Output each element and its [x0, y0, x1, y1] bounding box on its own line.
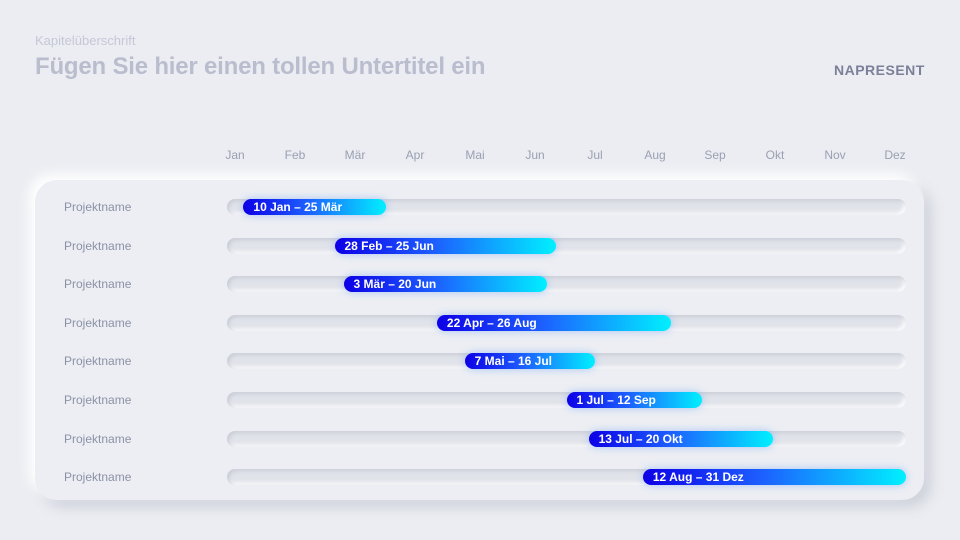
project-bar[interactable]: 12 Aug – 31 Dez	[642, 469, 906, 486]
timeline-track	[227, 237, 906, 254]
timeline-track	[227, 430, 906, 447]
project-bar[interactable]: 7 Mai – 16 Jul	[464, 353, 595, 370]
chapter-heading: Kapitelüberschrift	[35, 33, 136, 48]
month-label: Jan	[225, 148, 245, 162]
month-label: Mai	[465, 148, 485, 162]
month-label: Okt	[765, 148, 785, 162]
month-axis: Jan Feb Mär Apr Mai Jun Jul Aug Sep Okt Nov Dez	[0, 148, 960, 164]
project-name-label: Projektname	[64, 238, 132, 253]
timeline-track	[227, 199, 906, 215]
month-label: Sep	[704, 148, 726, 162]
project-name-label: Projektname	[64, 470, 132, 485]
month-label: Feb	[284, 148, 306, 162]
month-label: Jun	[525, 148, 545, 162]
month-label: Nov	[824, 148, 846, 162]
project-bar[interactable]: 13 Jul – 20 Okt	[588, 430, 774, 447]
project-name-label: Projektname	[64, 277, 132, 292]
project-name-label: Projektname	[64, 393, 132, 407]
project-name-label: Projektname	[64, 200, 132, 214]
project-name-label: Projektname	[64, 431, 132, 446]
project-name-label: Projektname	[64, 354, 132, 369]
month-label: Aug	[644, 148, 666, 162]
gantt-panel	[35, 180, 924, 500]
project-name-label: Projektname	[64, 315, 132, 330]
project-bar[interactable]: 22 Apr – 26 Aug	[436, 314, 671, 331]
month-label: Jul	[587, 148, 603, 162]
timeline-track	[227, 276, 906, 293]
project-bar[interactable]: 28 Feb – 25 Jun	[334, 237, 556, 254]
project-bar[interactable]: 3 Mär – 20 Jun	[343, 276, 547, 293]
project-bar[interactable]: 10 Jan – 25 Mär	[243, 199, 386, 215]
page-subtitle: Fügen Sie hier einen tollen Untertitel e…	[35, 53, 486, 80]
month-label: Dez	[884, 148, 906, 162]
project-bar[interactable]: 1 Jul – 12 Sep	[566, 392, 702, 408]
month-label: Apr	[405, 148, 425, 162]
month-label: Mär	[344, 148, 366, 162]
brand-logo: NAPRESENT	[834, 62, 925, 78]
